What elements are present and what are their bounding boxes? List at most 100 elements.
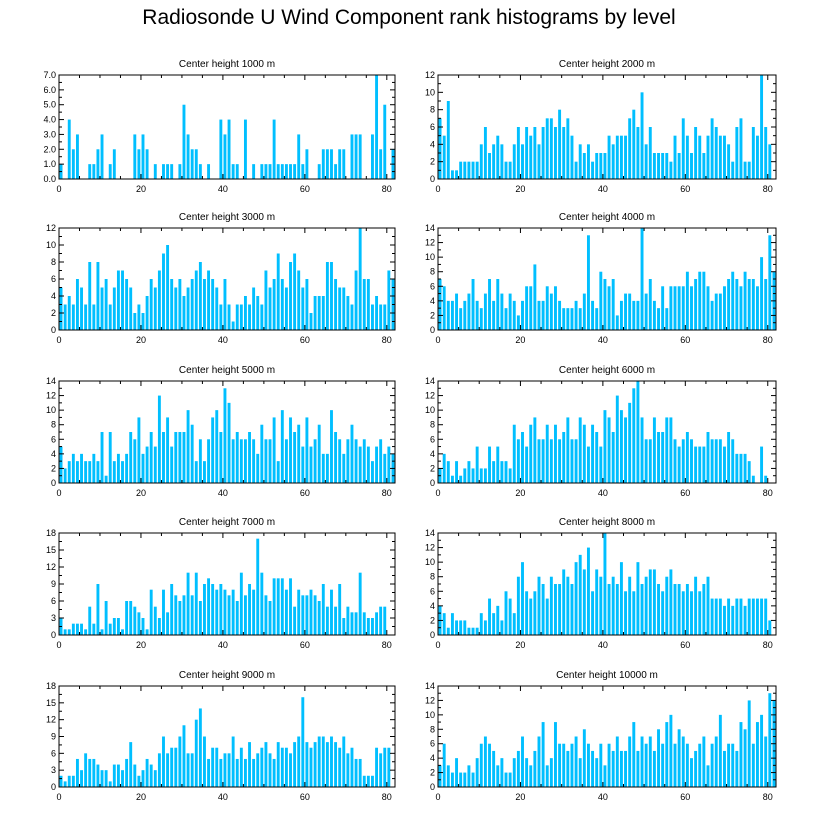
chart-panel-2: Center height 2000 m 0 2 4 6 8 10 12 0 20 40 60 80 bbox=[425, 59, 777, 194]
bar bbox=[471, 627, 475, 635]
bar bbox=[84, 304, 88, 330]
bar bbox=[186, 753, 190, 787]
y-tick-label: 0 bbox=[51, 782, 56, 792]
y-tick-label: 14 bbox=[425, 528, 435, 538]
bar bbox=[108, 781, 112, 787]
bar bbox=[624, 417, 628, 483]
y-tick-label: 14 bbox=[425, 223, 435, 233]
bar bbox=[471, 468, 475, 483]
bar bbox=[690, 153, 693, 179]
bar bbox=[488, 279, 491, 330]
y-tick-label: 9 bbox=[51, 579, 56, 589]
bar bbox=[685, 584, 689, 635]
bar bbox=[438, 279, 442, 330]
bar bbox=[362, 439, 366, 483]
bar bbox=[211, 417, 215, 483]
bar bbox=[330, 262, 333, 330]
bar bbox=[743, 161, 747, 179]
bar bbox=[727, 279, 731, 330]
y-tick-label: 6 bbox=[51, 434, 56, 444]
bar bbox=[276, 578, 280, 635]
bar bbox=[562, 743, 566, 787]
bar bbox=[755, 286, 759, 330]
bar bbox=[533, 264, 537, 330]
bar bbox=[673, 743, 677, 787]
bar bbox=[272, 417, 276, 483]
bar bbox=[100, 770, 104, 787]
bar bbox=[346, 296, 350, 330]
bar bbox=[595, 432, 599, 483]
bar bbox=[718, 293, 722, 330]
bar bbox=[578, 758, 582, 787]
bar bbox=[305, 149, 309, 179]
bar bbox=[677, 153, 681, 179]
bar bbox=[706, 286, 710, 330]
bar bbox=[702, 584, 706, 635]
bar bbox=[67, 775, 71, 787]
bar bbox=[586, 743, 590, 787]
bar bbox=[628, 576, 632, 635]
bar bbox=[256, 296, 260, 330]
chart-panel-7: Center height 7000 m 0 3 6 9 12 15 18 0 20 40 60 80 bbox=[46, 517, 396, 650]
bar bbox=[207, 439, 211, 483]
bar bbox=[549, 293, 553, 330]
bar bbox=[96, 262, 100, 330]
bar bbox=[280, 164, 284, 179]
bar bbox=[125, 453, 129, 483]
bar bbox=[652, 153, 656, 179]
bar bbox=[194, 461, 198, 483]
bar bbox=[549, 576, 553, 635]
bar bbox=[496, 446, 500, 483]
bar bbox=[186, 287, 190, 330]
bar bbox=[644, 293, 648, 330]
bar bbox=[578, 144, 582, 179]
bar bbox=[521, 562, 524, 635]
bar bbox=[467, 293, 471, 330]
bar bbox=[371, 304, 374, 330]
bar bbox=[467, 461, 471, 483]
bar bbox=[129, 742, 133, 787]
bar bbox=[488, 598, 491, 635]
x-tick-label: 40 bbox=[218, 184, 228, 194]
bar bbox=[739, 598, 743, 635]
bar bbox=[628, 118, 632, 179]
bar bbox=[268, 287, 272, 330]
bar bbox=[375, 296, 379, 330]
bar bbox=[366, 279, 370, 330]
bar bbox=[471, 161, 475, 179]
panel-title: Center height 3000 m bbox=[179, 212, 275, 223]
bar bbox=[710, 118, 714, 179]
bar bbox=[438, 118, 442, 179]
bar bbox=[252, 287, 256, 330]
bar bbox=[293, 253, 297, 330]
bar bbox=[525, 591, 529, 635]
bar bbox=[121, 770, 124, 787]
bar bbox=[59, 775, 63, 787]
y-tick-label: 6 bbox=[430, 434, 435, 444]
bar bbox=[194, 572, 198, 635]
bar bbox=[611, 432, 615, 483]
x-tick-label: 60 bbox=[300, 792, 310, 802]
bar bbox=[141, 770, 145, 787]
y-tick-label: 9 bbox=[51, 732, 56, 742]
bar bbox=[354, 439, 358, 483]
x-tick-label: 0 bbox=[56, 335, 61, 345]
bar bbox=[268, 439, 272, 483]
bar bbox=[129, 601, 133, 635]
bar bbox=[471, 772, 475, 787]
x-tick-label: 60 bbox=[300, 488, 310, 498]
bar bbox=[450, 613, 454, 635]
y-tick-label: 2 bbox=[430, 157, 435, 167]
bar bbox=[751, 475, 755, 483]
bar bbox=[289, 753, 292, 787]
bar bbox=[317, 736, 321, 787]
bar bbox=[723, 750, 726, 787]
bar bbox=[652, 750, 656, 787]
bar bbox=[256, 753, 260, 787]
bar bbox=[375, 75, 379, 179]
bar bbox=[591, 161, 595, 179]
bar bbox=[280, 410, 284, 483]
bar bbox=[690, 286, 693, 330]
bar bbox=[586, 446, 590, 483]
bar bbox=[504, 461, 508, 483]
